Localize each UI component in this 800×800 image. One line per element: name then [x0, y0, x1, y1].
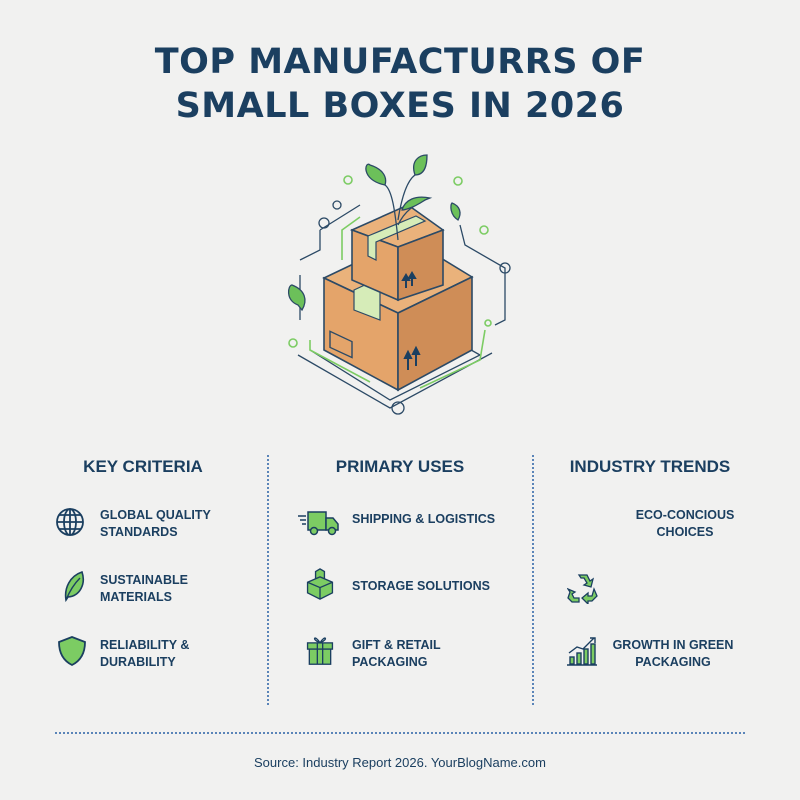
heading-industry-trends: INDUSTRY TRENDS	[569, 457, 731, 476]
stacked-boxes-icon	[306, 568, 334, 600]
list-item: GIFT & RETAIL PACKAGING	[352, 638, 441, 669]
title-line-2: SMALL BOXES IN 2026	[175, 86, 625, 126]
footer-divider	[55, 732, 745, 734]
page-title: TOP MANUFACTURRS OF SMALL BOXES IN 2026	[0, 40, 800, 128]
heading-key-criteria: KEY CRITERIA	[83, 457, 203, 476]
list-item: GROWTH IN GREEN PACKAGING	[612, 638, 734, 669]
list-item: STORAGE SOLUTIONS	[352, 579, 490, 593]
column-divider	[532, 455, 534, 705]
stacked-boxes-plant-illustration	[287, 154, 511, 415]
delivery-truck-icon	[298, 511, 339, 536]
globe-icon	[56, 508, 84, 536]
list-item: GLOBAL QUALITY STANDARDS	[100, 508, 211, 539]
column-divider	[267, 455, 269, 705]
heading-primary-uses: PRIMARY USES	[335, 457, 465, 476]
leaf-icon	[64, 570, 84, 602]
list-item: ECO-CONCIOUS CHOICES	[635, 508, 735, 539]
list-item: RELIABILITY & DURABILITY	[100, 638, 190, 669]
shield-icon	[58, 636, 86, 667]
growth-chart-icon	[567, 637, 597, 666]
list-item: SUSTAINABLE MATERIALS	[100, 573, 188, 604]
title-line-1: TOP MANUFACTURRS OF	[154, 42, 646, 82]
source-credit: Source: Industry Report 2026. YourBlogNa…	[254, 755, 546, 770]
recycle-icon	[567, 574, 598, 604]
list-item: SHIPPING & LOGISTICS	[352, 512, 496, 526]
gift-icon	[306, 637, 334, 665]
